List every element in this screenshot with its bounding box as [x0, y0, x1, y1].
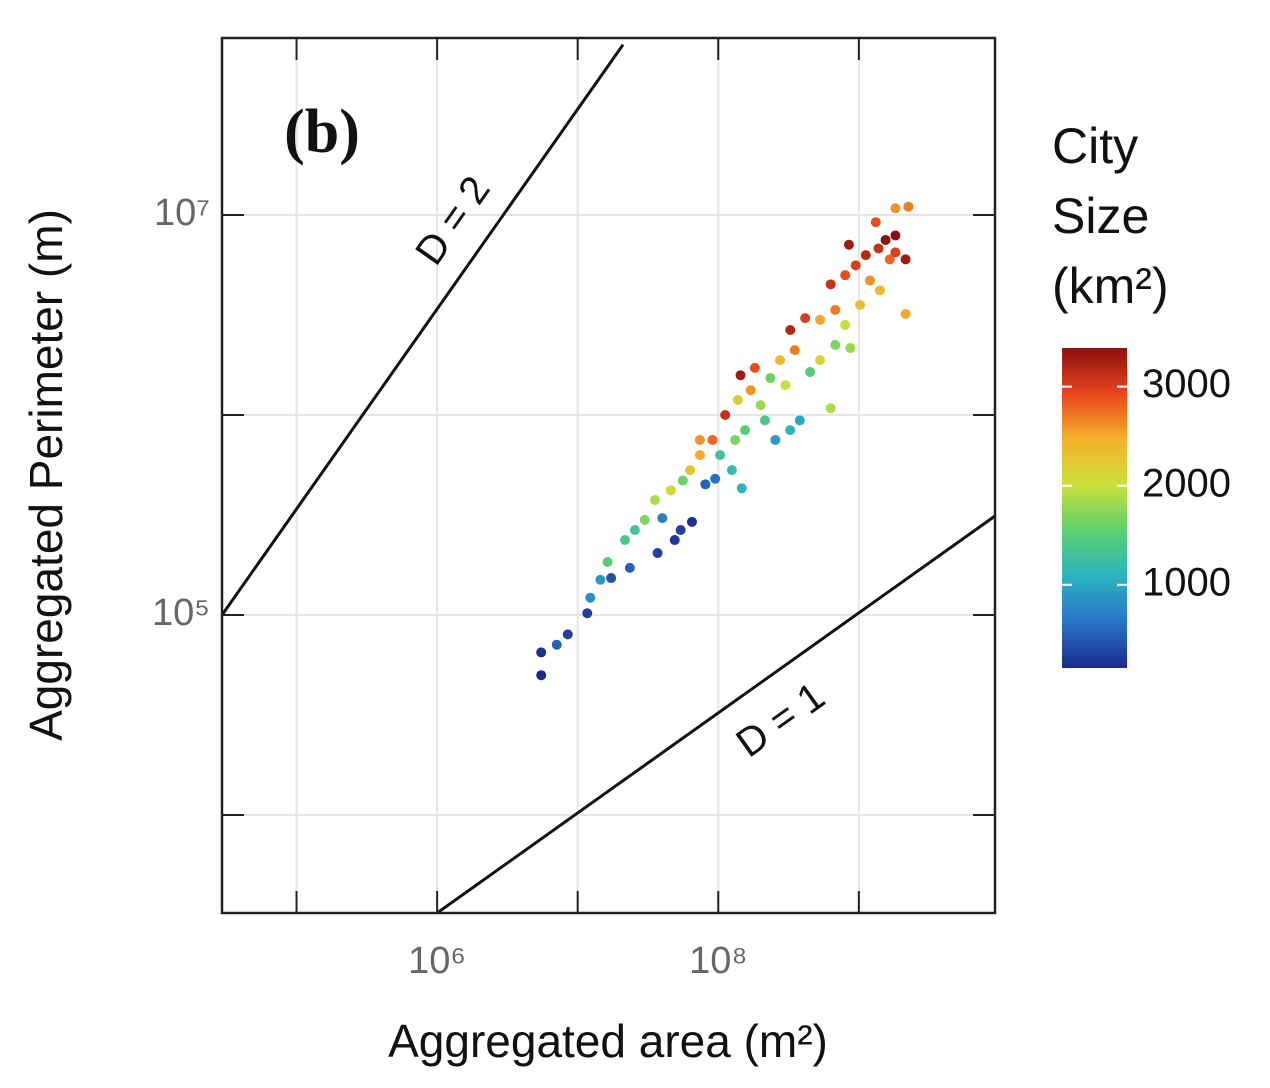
- point: [735, 370, 746, 381]
- colorbar-bar: [1062, 348, 1127, 668]
- point: [536, 647, 547, 658]
- point: [890, 247, 901, 258]
- point: [665, 485, 676, 496]
- point: [760, 415, 771, 426]
- point: [675, 525, 686, 536]
- point: [745, 385, 756, 396]
- point: [765, 373, 776, 384]
- x-tick-label: 10⁶: [408, 940, 466, 982]
- point: [900, 254, 911, 265]
- point: [775, 355, 786, 366]
- point: [874, 285, 885, 296]
- point: [562, 629, 573, 640]
- point: [825, 279, 836, 290]
- point: [677, 475, 688, 486]
- point: [652, 548, 663, 559]
- point: [685, 465, 696, 476]
- point: [880, 234, 891, 245]
- y-tick-label: 10⁷: [154, 192, 210, 234]
- reference-line: [436, 514, 995, 913]
- point: [629, 525, 640, 536]
- y-axis-title: Aggregated Perimeter (m): [20, 209, 72, 741]
- point: [825, 403, 836, 414]
- point: [890, 230, 901, 241]
- point: [536, 670, 547, 681]
- colorbar-tick-label: 3000: [1142, 362, 1231, 406]
- point: [736, 483, 747, 494]
- point: [639, 514, 650, 525]
- y-tick-label: 10⁵: [152, 592, 210, 634]
- point: [740, 425, 751, 436]
- grid: [222, 38, 995, 913]
- point: [890, 203, 901, 214]
- point: [794, 415, 805, 426]
- point: [840, 270, 851, 281]
- reference-lines: [222, 43, 995, 913]
- colorbar-title: Size: [1052, 188, 1149, 244]
- point: [669, 535, 680, 546]
- point: [726, 465, 737, 476]
- point: [903, 201, 914, 212]
- point: [551, 639, 562, 650]
- point: [730, 434, 741, 445]
- point: [749, 362, 760, 373]
- point: [770, 434, 781, 445]
- point: [650, 494, 661, 505]
- point: [884, 254, 895, 265]
- point: [864, 275, 875, 286]
- point: [585, 592, 596, 603]
- panel-label: (b): [284, 98, 360, 166]
- colorbar-title: (km²): [1052, 258, 1169, 314]
- point: [657, 513, 668, 524]
- axes: 10⁶ 10⁸ 10⁵ 10⁷: [152, 38, 995, 982]
- plot-frame: [220, 36, 997, 915]
- point: [707, 434, 718, 445]
- point: [619, 535, 630, 546]
- point: [850, 260, 861, 271]
- point: [860, 250, 871, 261]
- point: [686, 516, 697, 527]
- point: [815, 314, 826, 325]
- point: [815, 355, 826, 366]
- x-tick-label: 10⁸: [689, 940, 747, 982]
- point: [800, 313, 811, 324]
- point: [606, 573, 617, 584]
- points: [536, 201, 914, 681]
- point: [900, 308, 911, 319]
- x-axis-title: Aggregated area (m²): [388, 1015, 828, 1067]
- point: [780, 380, 791, 391]
- point: [843, 239, 854, 250]
- point: [624, 562, 635, 573]
- point: [755, 400, 766, 411]
- point: [840, 319, 851, 330]
- colorbar-title: City: [1052, 118, 1138, 174]
- point: [785, 324, 796, 335]
- point: [845, 343, 856, 354]
- point: [789, 345, 800, 356]
- colorbar-tick-label: 2000: [1142, 461, 1231, 505]
- point: [785, 425, 796, 436]
- point: [602, 557, 613, 568]
- point: [694, 434, 705, 445]
- point: [595, 574, 606, 585]
- point: [830, 339, 841, 350]
- reference-line: [222, 43, 625, 616]
- point: [873, 243, 884, 254]
- point: [855, 299, 866, 310]
- point: [700, 479, 711, 490]
- colorbar-tick-label: 1000: [1142, 560, 1231, 604]
- point: [694, 450, 705, 461]
- colorbar: City Size (km²) 1000 2000 3000: [1052, 118, 1231, 668]
- point: [582, 608, 593, 619]
- point: [710, 473, 721, 484]
- point: [720, 409, 731, 420]
- point: [830, 304, 841, 315]
- point: [715, 450, 726, 461]
- point: [870, 217, 881, 228]
- point: [805, 367, 816, 378]
- point: [732, 394, 743, 405]
